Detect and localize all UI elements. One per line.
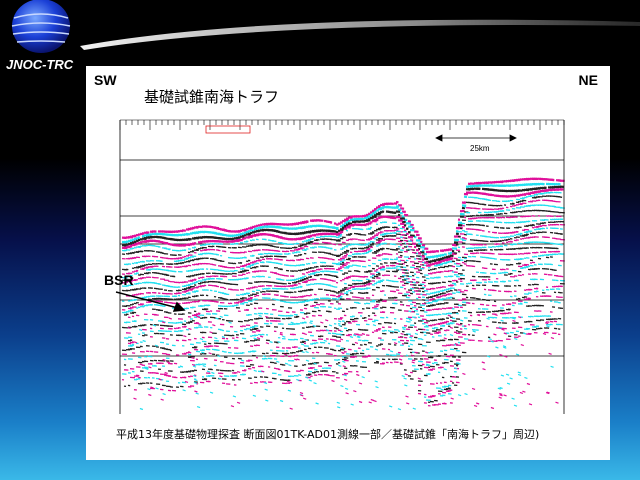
red-annotation-box (205, 125, 251, 134)
header-swoosh (80, 19, 640, 50)
scale-bar (435, 134, 517, 142)
direction-ne-label: NE (578, 72, 598, 88)
seismic-figure-panel: SW NE 基礎試錐南海トラフ 25km BSR 平成13年度基礎物理探査 断面… (86, 66, 610, 460)
shotpoint-ruler (119, 119, 565, 130)
logo-text: JNOC-TRC (6, 57, 74, 72)
bsr-arrow (115, 291, 186, 312)
bsr-label: BSR (104, 272, 134, 288)
figure-title: 基礎試錐南海トラフ (144, 88, 280, 106)
seismic-section-image (115, 119, 566, 414)
scale-label: 25km (470, 144, 490, 153)
figure-caption: 平成13年度基礎物理探査 断面図01TK-AD01測線一部／基礎試錐「南海トラフ… (116, 428, 540, 441)
direction-sw-label: SW (94, 72, 117, 88)
globe-logo-icon (11, 0, 71, 53)
seismic-reflectors (121, 177, 566, 411)
